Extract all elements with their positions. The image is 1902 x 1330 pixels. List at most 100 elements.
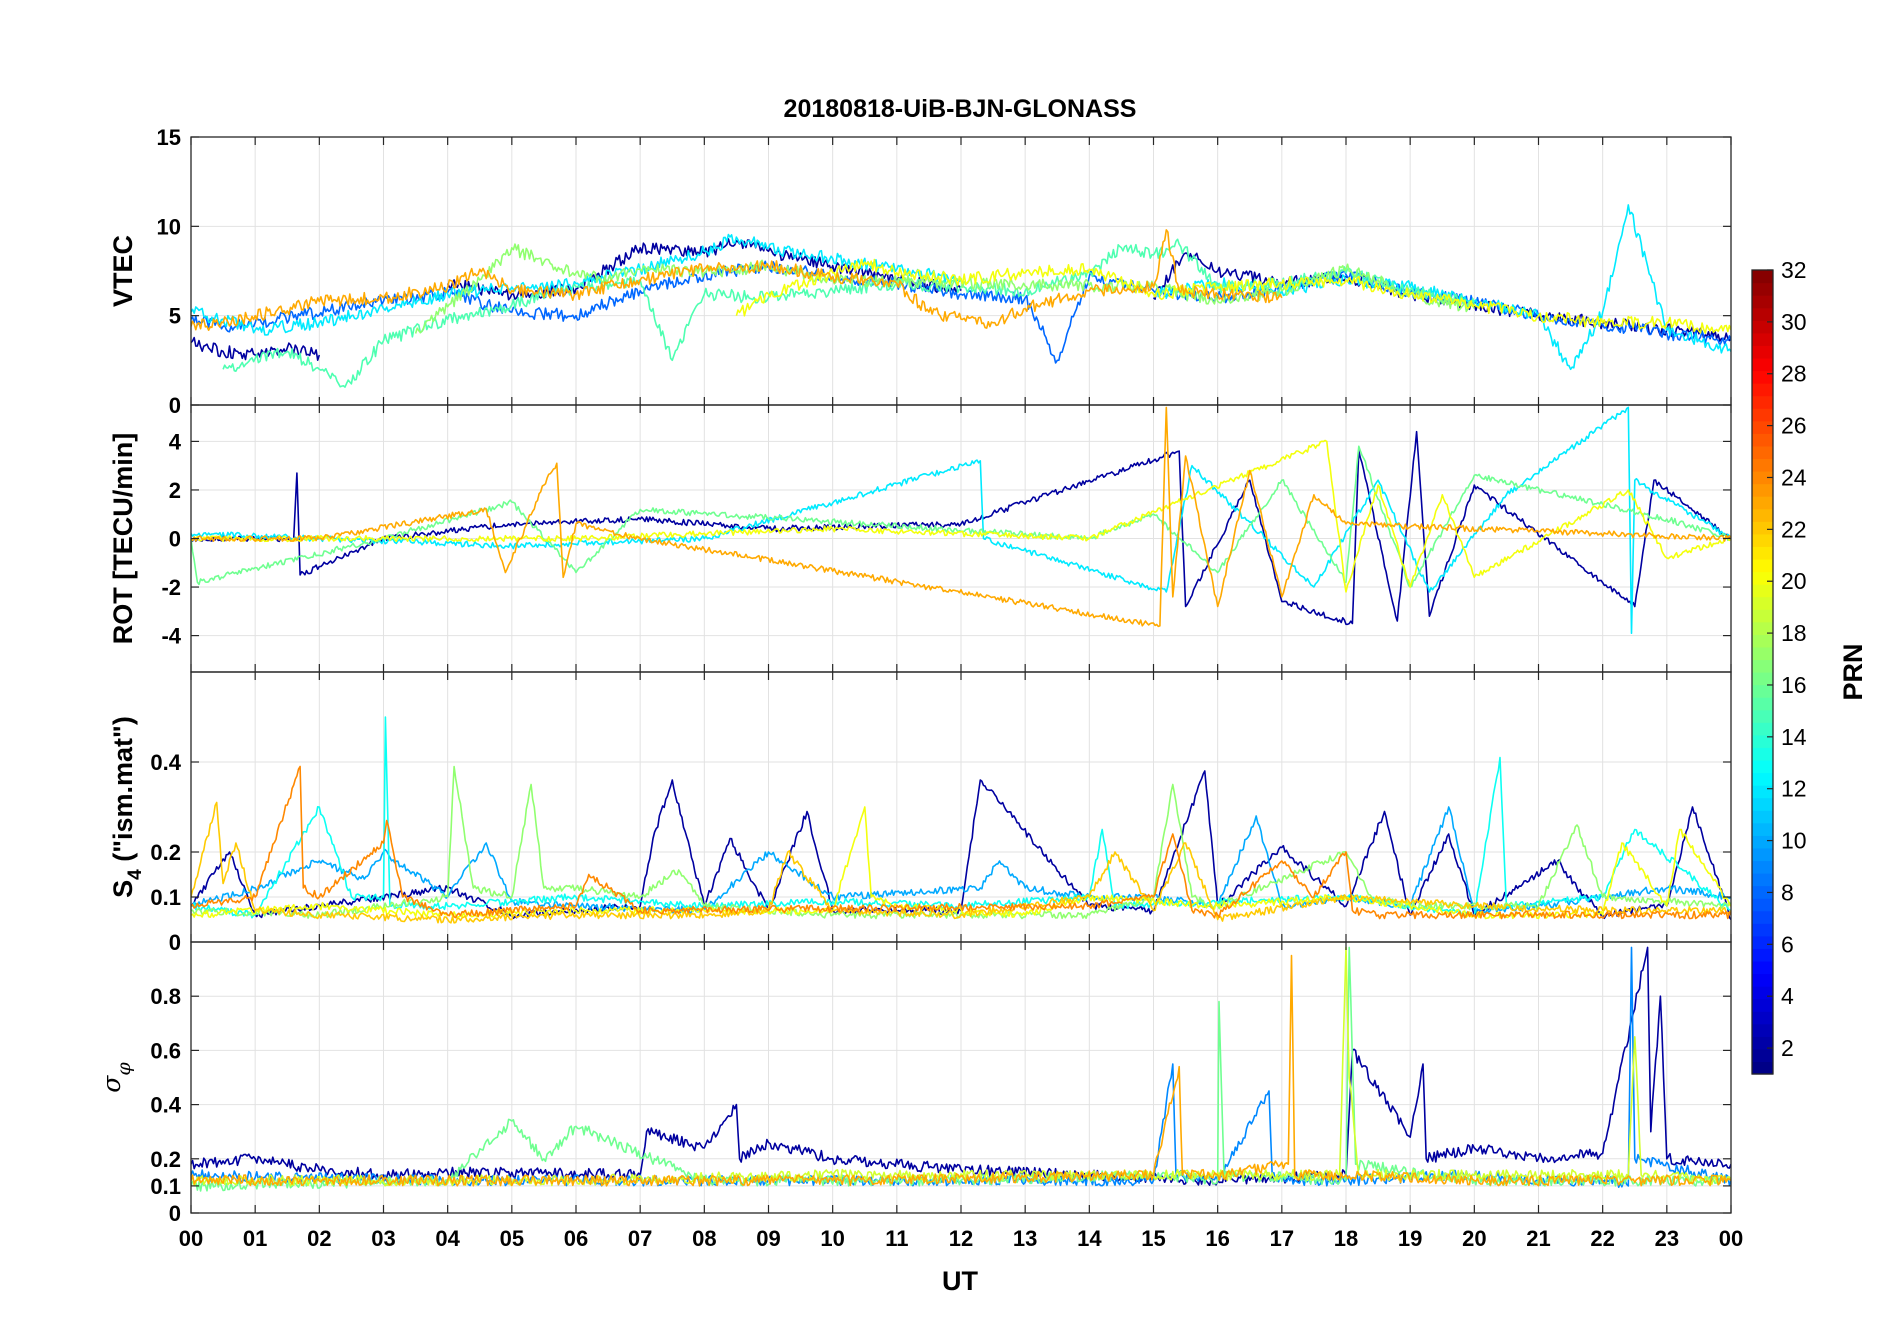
series-group-vtec	[191, 204, 1731, 388]
series-group-rot	[191, 406, 1731, 634]
colorbar-tick-label: 14	[1781, 724, 1807, 750]
series-line-rot-prn-20	[191, 439, 1731, 593]
colorbar-tick-label: 12	[1781, 776, 1807, 802]
colorbar-segment	[1752, 998, 1773, 1012]
series-line-s4-prn-22	[191, 801, 1731, 924]
y-axis-label-vtec: VTEC	[108, 235, 138, 307]
x-tick-label: 21	[1526, 1226, 1550, 1251]
x-tick-label: 04	[435, 1226, 460, 1251]
colorbar-segment	[1752, 558, 1773, 573]
colorbar-segment	[1752, 307, 1773, 321]
x-tick-label: 01	[243, 1226, 267, 1251]
colorbar-segment	[1752, 270, 1773, 284]
x-tick-label: 05	[500, 1226, 524, 1251]
y-tick-label-sigma_phi: 0.2	[150, 1147, 181, 1172]
y-tick-label-sigma_phi: 0.6	[150, 1038, 181, 1063]
y-tick-label-s4: 0.1	[150, 885, 181, 910]
colorbar-segment	[1752, 521, 1773, 535]
colorbar-tick-label: 30	[1781, 309, 1807, 335]
colorbar-segment	[1752, 709, 1773, 723]
colorbar-segment	[1752, 734, 1773, 748]
series-line-rot-prn-23	[191, 406, 1731, 628]
colorbar-segment	[1752, 785, 1773, 799]
colorbar-tick-label: 22	[1781, 516, 1807, 542]
colorbar-tick-label: 4	[1781, 983, 1794, 1009]
colorbar-segment	[1752, 357, 1773, 372]
y-tick-label-s4: 0.4	[150, 750, 181, 775]
y-tick-label-rot: -2	[161, 575, 181, 600]
colorbar-segment	[1752, 659, 1773, 673]
colorbar-tick-label: 18	[1781, 620, 1807, 646]
colorbar-segment	[1752, 596, 1773, 610]
colorbar-tick-label: 24	[1781, 464, 1807, 490]
colorbar-segment	[1752, 860, 1773, 874]
x-tick-label: 15	[1141, 1226, 1165, 1251]
y-tick-label-vtec: 15	[157, 125, 181, 150]
y-tick-label-sigma_phi: 0.8	[150, 984, 181, 1009]
y-axis-label-rot: ROT [TECU/min]	[108, 433, 138, 644]
y-axis-label-s4: S4 ("ism.mat")	[108, 716, 146, 898]
x-tick-label: 18	[1334, 1226, 1358, 1251]
colorbar-segment	[1752, 508, 1773, 522]
chart-title: 20180818-UiB-BJN-GLONASS	[784, 95, 1137, 123]
colorbar-tick-label: 6	[1781, 931, 1794, 957]
colorbar-segment	[1752, 445, 1773, 460]
colorbar-frame	[1751, 269, 1774, 1075]
colorbar-tick-label: 28	[1781, 361, 1807, 387]
y-tick-label-vtec: 0	[169, 393, 181, 418]
x-tick-label: 20	[1462, 1226, 1486, 1251]
colorbar-segment	[1752, 370, 1773, 384]
colorbar-segment	[1752, 960, 1773, 975]
colorbar-segment	[1752, 835, 1773, 849]
colorbar-segment	[1752, 722, 1773, 736]
colorbar-segment	[1752, 546, 1773, 560]
x-tick-label: 14	[1077, 1226, 1102, 1251]
grid-sigma_phi	[190, 942, 1732, 1214]
colorbar-segment	[1752, 571, 1773, 585]
panel-vtec: 0 5 10 15 VTEC	[108, 125, 1732, 418]
series-line-sigma_phi-prn-23	[191, 954, 1731, 1187]
colorbar-segment	[1752, 634, 1773, 648]
colorbar-segment	[1752, 609, 1773, 623]
colorbar-segment	[1752, 458, 1773, 472]
colorbar-segment	[1752, 433, 1773, 447]
colorbar-segment	[1752, 395, 1773, 409]
colorbar-segment	[1752, 822, 1773, 836]
x-tick-label: 12	[949, 1226, 973, 1251]
colorbar-segment	[1752, 986, 1773, 1000]
colorbar-tick-label: 20	[1781, 568, 1807, 594]
x-tick-label: 09	[756, 1226, 780, 1251]
colorbar-segment	[1752, 345, 1773, 359]
colorbar-label: PRN	[1838, 643, 1868, 700]
colorbar-segment	[1752, 1036, 1773, 1050]
x-tick-label: 16	[1205, 1226, 1229, 1251]
y-tick-label-sigma_phi: 0	[169, 1201, 181, 1226]
colorbar-segment	[1752, 759, 1773, 774]
y-tick-label-rot: 4	[169, 429, 182, 454]
x-tick-label: 07	[628, 1226, 652, 1251]
x-tick-label: 10	[820, 1226, 844, 1251]
x-tick-label: 00	[1719, 1226, 1743, 1251]
y-tick-label-s4-zero: 0	[169, 930, 181, 955]
colorbar-segment	[1752, 697, 1773, 711]
colorbar-tick-label: 2	[1781, 1035, 1794, 1061]
series-line-rot-prn-2	[191, 430, 1731, 626]
x-tick-label: 03	[371, 1226, 395, 1251]
y-tick-label-rot: 0	[169, 527, 181, 552]
colorbar-segment	[1752, 910, 1773, 924]
x-tick-label: 19	[1398, 1226, 1422, 1251]
y-tick-label-rot: -4	[161, 624, 181, 649]
colorbar-segment	[1752, 471, 1773, 485]
series-line-sigma_phi-prn-2	[191, 946, 1731, 1186]
colorbar-segment	[1752, 295, 1773, 309]
colorbar-segment	[1752, 1048, 1773, 1063]
x-tick-label: 11	[885, 1226, 908, 1251]
series-line-s4-prn-24	[191, 765, 1731, 920]
y-axis-label-sigma_phi: σφ	[97, 1062, 135, 1093]
series-line-s4-prn-17	[191, 765, 1731, 920]
colorbar-segment	[1752, 383, 1773, 397]
colorbar-segment	[1752, 1061, 1773, 1075]
